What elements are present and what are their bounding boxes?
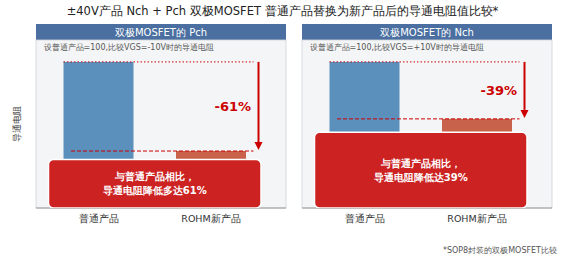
callout-line: 与普通产品相比， bbox=[114, 171, 195, 182]
reduction-label: -61% bbox=[214, 99, 251, 114]
panel-header bbox=[302, 24, 552, 40]
panel-header bbox=[36, 24, 286, 40]
arrow-shaft bbox=[524, 62, 526, 110]
category-label: ROHM新产品 bbox=[181, 213, 240, 224]
reference-line bbox=[71, 151, 254, 152]
callout-text: 与普通产品相比， 导通电阻降低多达61% bbox=[103, 171, 207, 196]
callout-line: 导通电阻降低达39% bbox=[374, 172, 468, 183]
arrow-shaft bbox=[258, 62, 260, 142]
category-label: ROHM新产品 bbox=[447, 213, 506, 224]
reference-line bbox=[330, 61, 520, 62]
reference-line bbox=[64, 61, 254, 62]
marks bbox=[315, 62, 529, 208]
callout-box bbox=[49, 160, 262, 208]
category-label: 普通产品 bbox=[345, 213, 385, 224]
plot-area bbox=[36, 40, 286, 208]
arrow-head bbox=[255, 142, 263, 150]
y-label: 导通电阻 bbox=[12, 106, 22, 142]
subtitle: 设普通产品=100,比较VGS=+10V时的导通电阻 bbox=[310, 43, 484, 52]
callout-text: 与普通产品相比， 导通电阻降低达39% bbox=[374, 158, 468, 183]
arrow-head bbox=[521, 110, 529, 118]
marks bbox=[49, 62, 263, 208]
footnote: *SOP8封装的双极MOSFET比较 bbox=[443, 246, 557, 255]
callout-box bbox=[315, 132, 528, 208]
panel: 双极MOSFET的 Nch 设普通产品=100,比较VGS=+10V时的导通电阻 -… bbox=[302, 24, 552, 224]
callout-line: 导通电阻降低多达61% bbox=[103, 185, 207, 196]
plot-area bbox=[302, 40, 552, 208]
reduction-label: -39% bbox=[480, 83, 517, 98]
callout-line: 与普通产品相比， bbox=[380, 158, 461, 169]
chart-root: ±40V产品 Nch + Pch 双极MOSFET 普通产品替换为新产品后的导通… bbox=[0, 0, 565, 260]
panel-title: 双极MOSFET的 Pch bbox=[115, 27, 207, 38]
title: ±40V产品 Nch + Pch 双极MOSFET 普通产品替换为新产品后的导通… bbox=[67, 4, 499, 18]
subtitle: 设普通产品=100,比较VGS=-10V时的导通电阻 bbox=[44, 43, 215, 52]
panel-title: 双极MOSFET的 Nch bbox=[380, 27, 474, 38]
category-label: 普通产品 bbox=[79, 213, 119, 224]
reference-line bbox=[337, 118, 520, 119]
panel: 双极MOSFET的 Pch 设普通产品=100,比较VGS=-10V时的导通电阻导… bbox=[12, 24, 286, 224]
